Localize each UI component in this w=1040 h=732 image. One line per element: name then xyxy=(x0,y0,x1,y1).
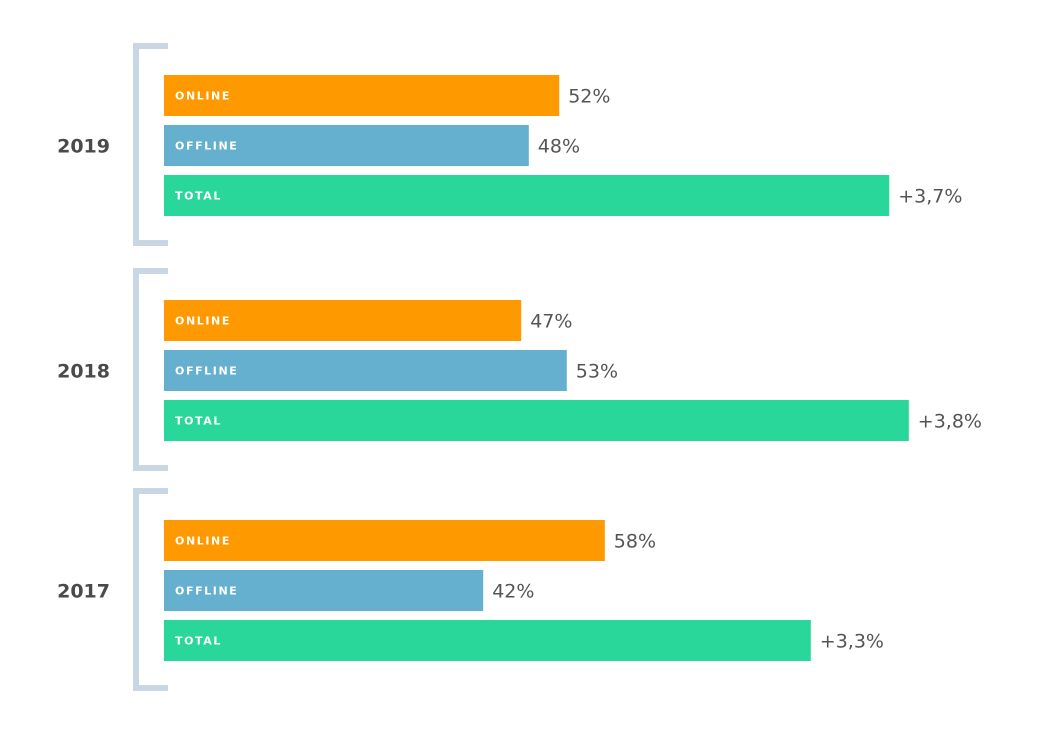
bar-label-online: ONLINE xyxy=(175,315,231,328)
bar-offline-2019 xyxy=(164,125,529,166)
value-label-offline: 53% xyxy=(576,361,618,383)
bar-label-online: ONLINE xyxy=(175,90,231,103)
group-bracket xyxy=(133,268,168,471)
value-label-total: +3,3% xyxy=(820,631,884,653)
bar-total-2017 xyxy=(164,620,811,661)
value-label-online: 52% xyxy=(568,86,610,108)
bar-label-total: TOTAL xyxy=(175,635,222,648)
year-group-2019: 2019 ONLINE 52% OFFLINE 48% TOTAL +3,7% xyxy=(57,43,962,246)
bar-online-2018 xyxy=(164,300,522,341)
year-label: 2017 xyxy=(57,581,110,603)
bar-label-total: TOTAL xyxy=(175,415,222,428)
bar-offline-2018 xyxy=(164,350,567,391)
value-label-offline: 42% xyxy=(492,581,534,603)
value-label-online: 47% xyxy=(530,311,572,333)
bar-online-2017 xyxy=(164,520,605,561)
year-label: 2018 xyxy=(57,361,110,383)
value-label-total: +3,8% xyxy=(918,411,982,433)
group-bracket xyxy=(133,43,168,246)
bar-label-offline: OFFLINE xyxy=(175,365,238,378)
year-group-2017: 2017 ONLINE 58% OFFLINE 42% TOTAL +3,3% xyxy=(57,488,884,691)
bar-online-2019 xyxy=(164,75,560,116)
bar-total-2019 xyxy=(164,175,890,216)
year-label: 2019 xyxy=(57,136,110,158)
value-label-total: +3,7% xyxy=(898,186,962,208)
year-group-2018: 2018 ONLINE 47% OFFLINE 53% TOTAL +3,8% xyxy=(57,268,982,471)
value-label-online: 58% xyxy=(614,531,656,553)
bar-label-offline: OFFLINE xyxy=(175,585,238,598)
bar-label-offline: OFFLINE xyxy=(175,140,238,153)
bar-label-online: ONLINE xyxy=(175,535,231,548)
value-label-offline: 48% xyxy=(538,136,580,158)
bar-total-2018 xyxy=(164,400,909,441)
bar-label-total: TOTAL xyxy=(175,190,222,203)
bar-offline-2017 xyxy=(164,570,484,611)
group-bracket xyxy=(133,488,168,691)
